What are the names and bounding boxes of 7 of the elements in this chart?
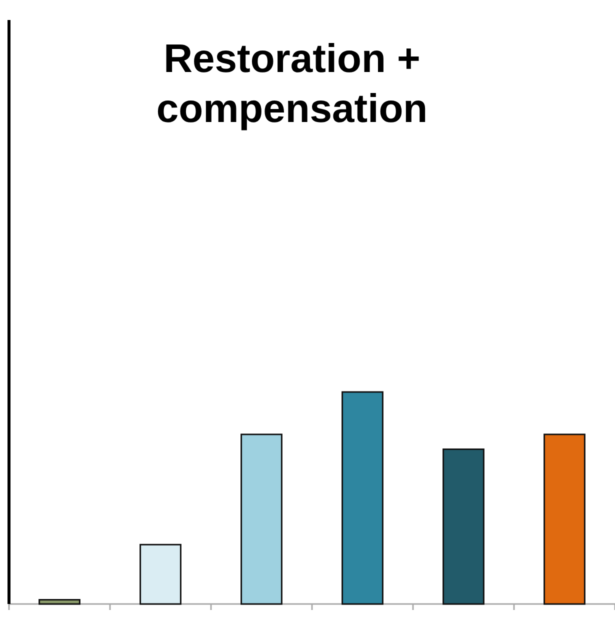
bar (140, 544, 182, 605)
chart-title: Restoration + compensation (156, 37, 428, 131)
bar (544, 434, 586, 605)
bar (442, 448, 484, 605)
bar (38, 599, 80, 605)
bar (240, 434, 282, 605)
bar (342, 391, 384, 605)
